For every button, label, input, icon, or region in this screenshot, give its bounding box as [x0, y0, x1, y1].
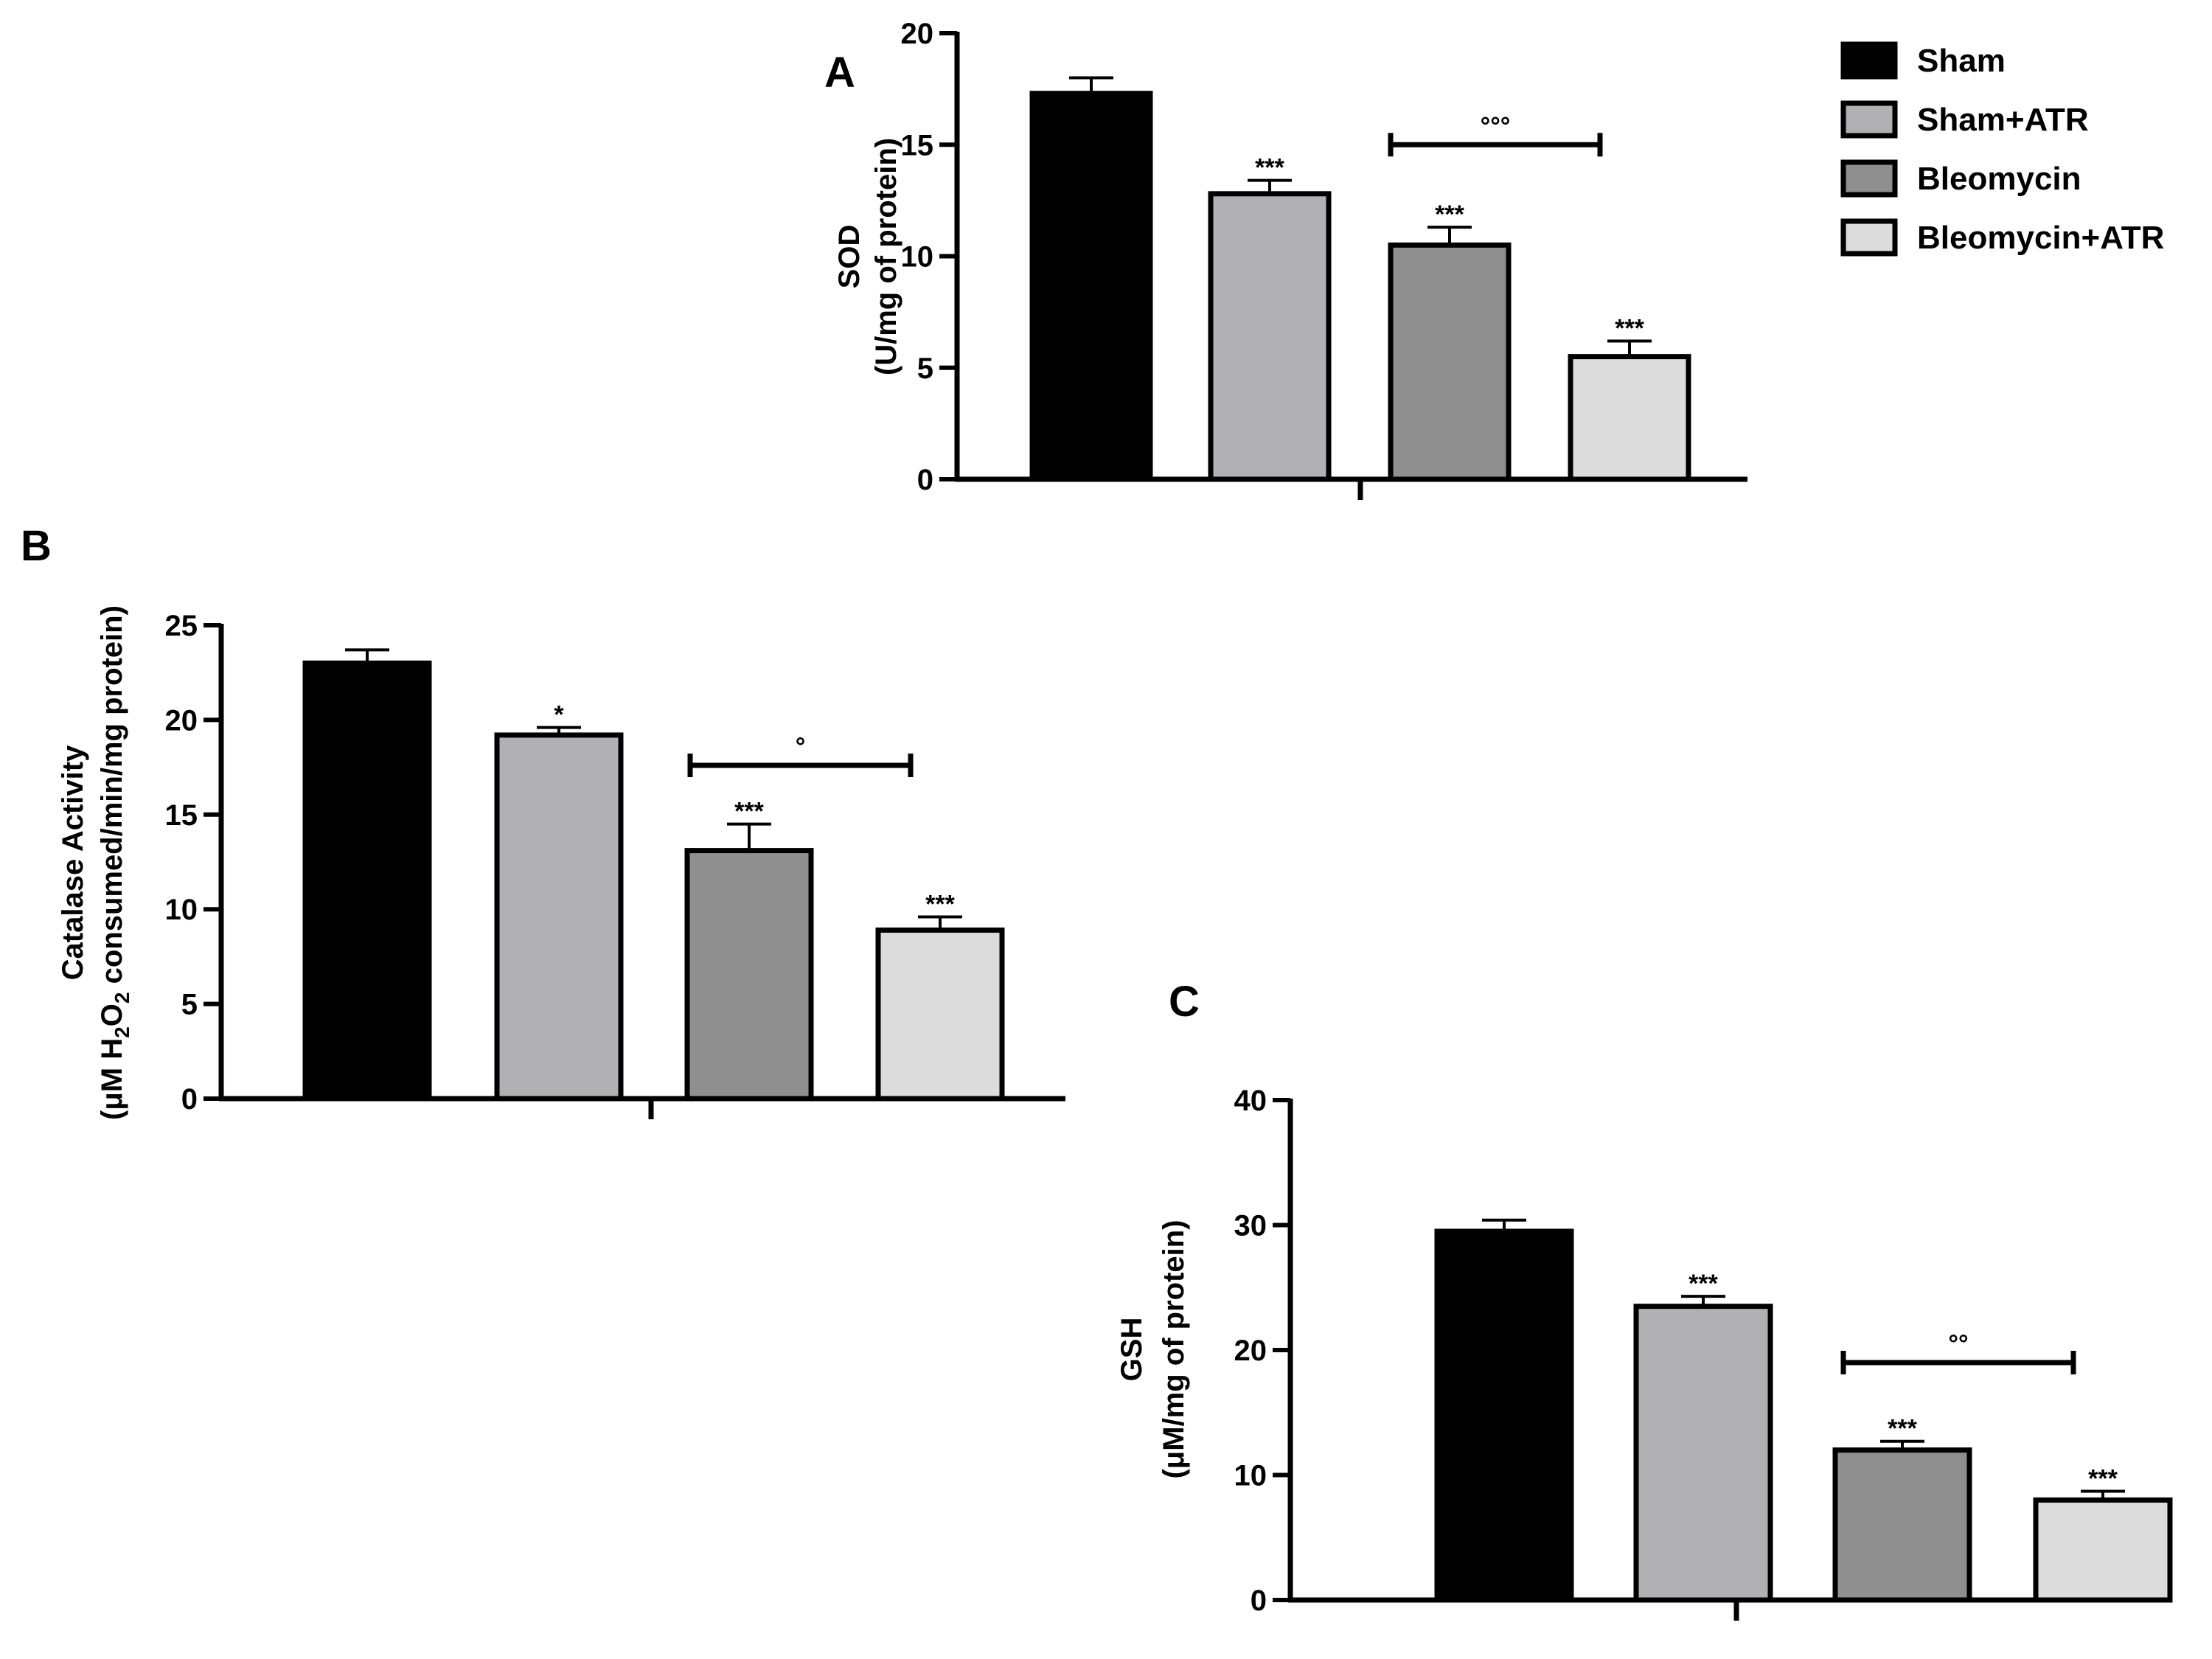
panel-a-y-tick-label: 5	[917, 352, 933, 385]
panel-a: A SOD (U/mg of protein) 0 5 10 15 20 *** *** *** °°…	[824, 18, 1747, 500]
panel-b-bar-sham-atr	[494, 732, 624, 1102]
panel-a-significance-sham-atr: ***	[1255, 154, 1284, 182]
panel-a-significance-bleomycin-atr: ***	[1615, 314, 1644, 342]
panel-b: B Catalase Activity(μM H2O2 consumed/min/…	[21, 522, 1065, 1120]
panel-c-y-tick-label: 40	[1234, 1085, 1267, 1117]
legend-label-sham-atr: Sham+ATR	[1917, 102, 2089, 138]
legend-label-sham: Sham	[1917, 43, 2006, 79]
panel-b-y-tick-label: 0	[181, 1083, 198, 1116]
panel-b-y-tick-label: 10	[165, 894, 198, 926]
panel-b-letter: B	[21, 522, 52, 570]
panel-b-bar-bleomycin-atr	[875, 927, 1005, 1102]
panel-c-letter: C	[1169, 978, 1200, 1026]
legend-label-bleomycin-atr: Bleomycin+ATR	[1917, 220, 2164, 256]
legend: Sham Sham+ATR Bleomycin Bleomycin+ATR	[1840, 41, 2164, 257]
legend-swatch-bleomycin	[1840, 159, 1898, 198]
legend-swatch-bleomycin-atr	[1840, 218, 1898, 257]
panel-a-ylabel-line-1: SOD	[833, 225, 866, 289]
panel-a-letter: A	[824, 49, 855, 97]
panel-c-bracket-label: °°	[1948, 1330, 1968, 1358]
panel-b-y-tick-label: 25	[165, 610, 198, 642]
panel-b-ylabel-line-1: Catalase Activity	[57, 745, 89, 980]
panel-b-significance-bleomycin-atr: ***	[925, 890, 955, 918]
panel-b-bracket-label: °	[796, 733, 806, 761]
panel-a-ylabel-line-2: (U/mg of protein)	[870, 138, 902, 375]
panel-c: C GSH (μM/mg of protein) 0 10 20 30 40 *** *** ***…	[1116, 978, 2173, 1621]
panel-c-bar-sham	[1434, 1228, 1574, 1603]
panel-a-y-tick-label: 15	[901, 129, 934, 161]
panel-a-bracket-label: °°°	[1481, 112, 1511, 140]
panel-b-significance-bleomycin: ***	[734, 798, 764, 826]
panel-c-significance-bleomycin-atr: ***	[2088, 1465, 2118, 1493]
panel-c-significance-bleomycin: ***	[1888, 1415, 1917, 1443]
panel-c-bar-sham-atr	[1633, 1304, 1773, 1603]
legend-swatch-sham-atr	[1840, 100, 1898, 139]
panel-c-significance-sham-atr: ***	[1688, 1270, 1718, 1298]
panel-b-y-tick-label: 15	[165, 799, 198, 832]
panel-c-y-tick-label: 10	[1234, 1460, 1267, 1492]
legend-swatch-sham	[1840, 41, 1898, 80]
panel-c-ylabel-line-1: GSH	[1116, 1318, 1148, 1382]
panel-c-bar-bleomycin-atr	[2033, 1497, 2173, 1603]
panel-b-bar-sham	[302, 660, 432, 1102]
panel-b-bar-bleomycin	[684, 848, 814, 1102]
panel-a-bar-bleomycin-atr	[1568, 354, 1691, 482]
panel-a-significance-bleomycin: ***	[1435, 201, 1464, 229]
panel-b-y-tick-label: 5	[181, 989, 198, 1021]
panel-a-y-tick-label: 20	[901, 18, 934, 50]
panel-a-y-tick-label: 0	[917, 464, 933, 496]
panel-a-bar-sham	[1029, 91, 1153, 482]
panel-b-y-tick-label: 20	[165, 704, 198, 737]
panel-c-y-tick-label: 0	[1251, 1585, 1267, 1617]
panel-c-y-tick-label: 30	[1234, 1210, 1267, 1242]
panel-c-bar-bleomycin	[1832, 1447, 1972, 1603]
panel-b-ylabel-line-2: (μM H2O2 consumed/min/mg protein)	[96, 605, 133, 1120]
panel-a-bar-sham-atr	[1208, 191, 1332, 482]
panel-c-y-tick-label: 20	[1234, 1335, 1267, 1367]
legend-label-bleomycin: Bleomycin	[1917, 161, 2081, 197]
panel-c-ylabel-line-2: (μM/mg of protein)	[1158, 1220, 1190, 1478]
panel-a-y-tick-label: 10	[901, 241, 934, 274]
panel-b-significance-sham-atr: *	[554, 701, 564, 729]
panel-a-bar-bleomycin	[1388, 242, 1512, 482]
